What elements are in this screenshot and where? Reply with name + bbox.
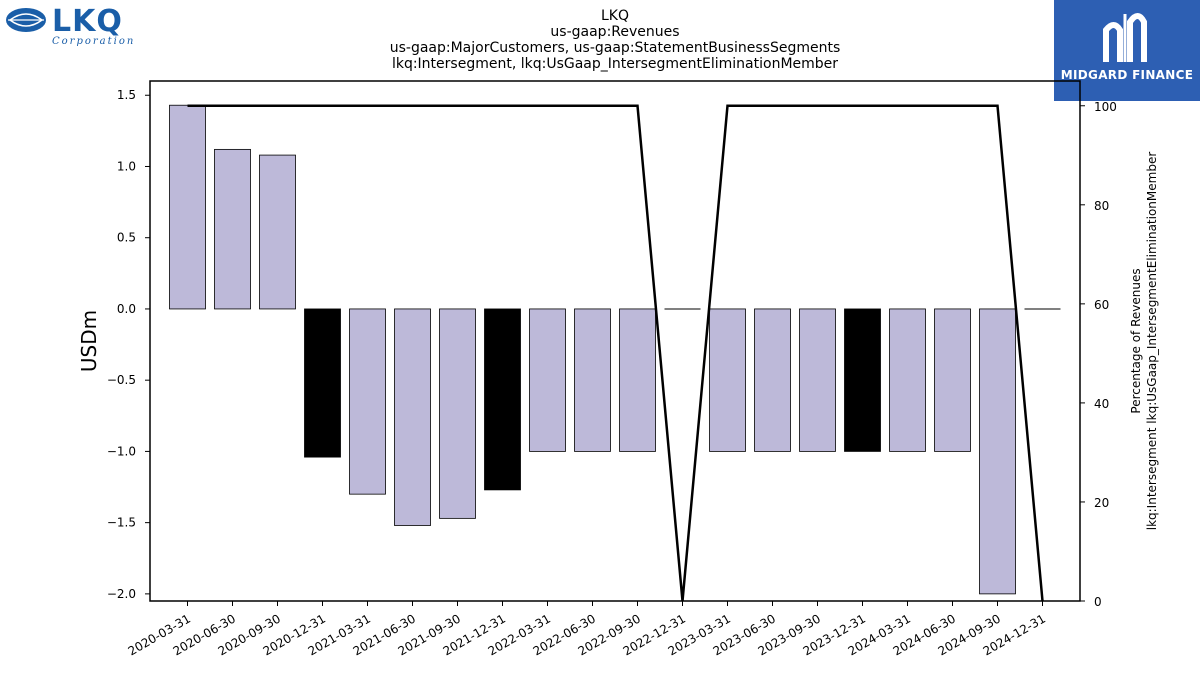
bar-2022-09-30: [619, 308, 656, 452]
y2-tick-label: 100: [1094, 100, 1117, 114]
y-tick-label: 0.5: [117, 231, 136, 245]
bars: [169, 104, 1061, 595]
bar-2021-03-31: [349, 308, 386, 495]
y2-axis-label-line-1: lkq:Intersegment lkq:UsGaap_Intersegment…: [1145, 152, 1159, 531]
bar-2024-09-30: [979, 308, 1016, 595]
y2-tick-label: 60: [1094, 298, 1109, 312]
y2-tick-label: 0: [1094, 595, 1102, 609]
lkq-logo-subtext: Corporation: [52, 36, 136, 47]
bar-2020-09-30: [259, 154, 296, 310]
y-tick-label: −0.5: [107, 373, 136, 387]
y2-tick-label: 20: [1094, 496, 1109, 510]
y2-tick-label: 80: [1094, 199, 1109, 213]
y-tick-label: −2.0: [107, 587, 136, 601]
y-tick-label: −1.0: [107, 444, 136, 458]
y-tick-label: 0.0: [117, 302, 136, 316]
bar-2020-03-31: [169, 104, 206, 310]
lkq-logo-text: LKQ: [52, 4, 123, 39]
lkq-logo: LKQ Corporation: [4, 4, 160, 48]
bar-2022-03-31: [529, 308, 566, 452]
title-line-2: us-gaap:MajorCustomers, us-gaap:Statemen…: [390, 40, 841, 56]
bar-2021-06-30: [394, 308, 431, 526]
title-line-3: lkq:Intersegment, lkq:UsGaap_Intersegmen…: [392, 56, 838, 72]
percentage-series-line: [187, 104, 1044, 602]
bar-2020-06-30: [214, 148, 251, 310]
midgard-finance-logo: MIDGARD FINANCE: [1054, 0, 1200, 101]
bar-2022-06-30: [574, 308, 611, 452]
midgard-logo-text: MIDGARD FINANCE: [1060, 68, 1194, 82]
bar-2024-03-31: [889, 308, 926, 452]
bar-2023-12-31: [844, 308, 881, 452]
y-tick-label: −1.5: [107, 516, 136, 530]
title-line-1: us-gaap:Revenues: [550, 24, 679, 40]
chart-title: LKQus-gaap:Revenuesus-gaap:MajorCustomer…: [390, 8, 841, 72]
lkq-globe-icon: [6, 8, 46, 32]
bar-2020-12-31: [304, 308, 341, 458]
y2-axis-label-line-0: Percentage of Revenues: [1129, 268, 1143, 413]
y2-tick-label: 40: [1094, 397, 1109, 411]
percentage-line: [187, 104, 1044, 602]
y-tick-label: 1.0: [117, 159, 136, 173]
midgard-emblem-icon: [1103, 13, 1147, 62]
title-line-0: LKQ: [601, 8, 629, 24]
bar-2024-06-30: [934, 308, 971, 452]
y-axis-label: USDm: [77, 310, 101, 372]
bar-2021-09-30: [439, 308, 476, 519]
plot-frame: [149, 80, 1081, 602]
bar-2023-06-30: [754, 308, 791, 452]
y-tick-label: 1.5: [117, 88, 136, 102]
bar-2021-12-31: [484, 308, 521, 491]
bar-2023-03-31: [709, 308, 746, 452]
bar-2023-09-30: [799, 308, 836, 452]
